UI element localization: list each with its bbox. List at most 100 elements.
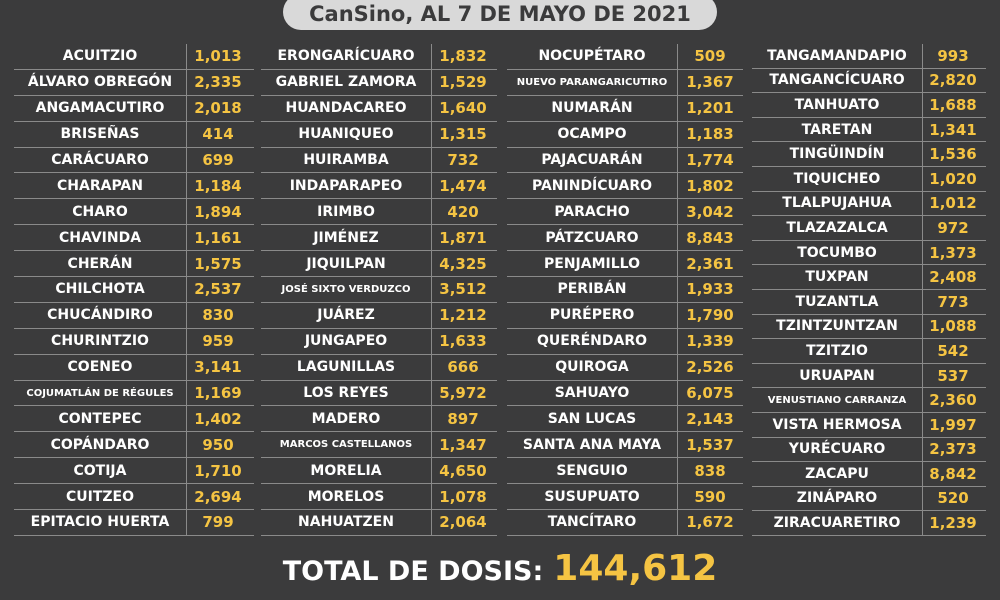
municipality-name: NUMARÁN (507, 95, 678, 121)
municipality-name: NOCUPÉTARO (507, 44, 678, 69)
dose-count: 993 (937, 46, 969, 65)
table-row: ZACAPU 8,842 (752, 462, 986, 487)
table-row: TINGÜINDÍN 1,536 (752, 142, 986, 167)
municipality-name: TOCUMBO (752, 240, 923, 265)
dose-count: 732 (447, 151, 479, 169)
municipality-column-4: TANGAMANDAPIO 993 TANGANCÍCUARO 2,820 TANHUA… (752, 44, 986, 536)
municipality-name: HUANIQUEO (261, 121, 432, 147)
municipality-name: OCAMPO (507, 121, 678, 147)
table-row: CHARAPAN 1,184 (14, 173, 254, 200)
municipality-name: TLAZAZALCA (752, 216, 923, 240)
municipality-name: CHURINTZIO (14, 328, 187, 354)
dose-count: 1,640 (439, 99, 487, 118)
table-row: LAGUNILLAS 666 (261, 354, 497, 381)
dose-count: 3,042 (686, 202, 734, 221)
dose-count: 6,075 (686, 384, 734, 403)
dose-count: 1,012 (929, 194, 977, 213)
total-value: 144,612 (553, 548, 718, 589)
dose-count: 414 (202, 125, 234, 144)
dose-count: 1,183 (686, 125, 734, 144)
municipality-name: VENUSTIANO CARRANZA (752, 388, 923, 412)
dose-count: 1,201 (686, 99, 734, 118)
table-row: CHURINTZIO 959 (14, 328, 254, 355)
table-row: SENGUIO 838 (507, 458, 743, 485)
municipality-name: VISTA HERMOSA (752, 412, 923, 437)
municipality-name: ZIRACUARETIRO (752, 511, 923, 535)
dose-count: 2,408 (929, 268, 977, 287)
table-row: PARACHO 3,042 (507, 199, 743, 226)
dose-count: 1,161 (194, 228, 242, 247)
dose-count: 520 (937, 489, 969, 508)
table-row: MARCOS CASTELLANOS 1,347 (261, 432, 497, 459)
municipality-column-2: ERONGARÍCUARO 1,832 GABRIEL ZAMORA 1,529 HUA… (261, 44, 497, 536)
municipality-name: COENEO (14, 354, 187, 380)
page-title: CanSino, AL 7 DE MAYO DE 2021 (283, 0, 717, 30)
table-row: VENUSTIANO CARRANZA 2,360 (752, 388, 986, 413)
municipality-name: NAHUATZEN (261, 510, 432, 535)
table-row: NUEVO PARANGARICUTIRO 1,367 (507, 69, 743, 96)
dose-count: 799 (202, 513, 234, 532)
dose-count: 3,141 (194, 358, 242, 377)
table-row: OCAMPO 1,183 (507, 121, 743, 148)
table-row: YURÉCUARO 2,373 (752, 437, 986, 463)
dose-count: 1,537 (686, 435, 734, 454)
table-row: PAJACUARÁN 1,774 (507, 147, 743, 174)
dose-count: 1,347 (439, 435, 487, 454)
dose-count: 1,933 (686, 280, 734, 299)
dose-count: 1,894 (194, 202, 242, 221)
dose-count: 2,694 (194, 487, 242, 506)
table-row: TARETAN 1,341 (752, 117, 986, 143)
municipality-name: ZINÁPARO (752, 486, 923, 511)
dose-count: 1,802 (686, 176, 734, 195)
table-row: NUMARÁN 1,201 (507, 95, 743, 122)
municipality-name: QUERÉNDARO (507, 328, 678, 354)
municipality-name: NUEVO PARANGARICUTIRO (507, 69, 678, 95)
table-row: BRISEÑAS 414 (14, 121, 254, 148)
table-row: MORELOS 1,078 (261, 484, 497, 511)
table-row: TUZANTLA 773 (752, 289, 986, 315)
table-row: TLAZAZALCA 972 (752, 216, 986, 241)
municipality-name: TZINTZUNTZAN (752, 314, 923, 339)
dose-count: 959 (202, 332, 234, 351)
table-row: CHAVINDA 1,161 (14, 225, 254, 252)
municipality-name: TUXPAN (752, 265, 923, 289)
municipality-name: EPITACIO HUERTA (14, 510, 187, 535)
table-row: CHERÁN 1,575 (14, 251, 254, 278)
dose-count: 1,688 (929, 95, 977, 114)
table-row: TOCUMBO 1,373 (752, 240, 986, 266)
table-row: TZINTZUNTZAN 1,088 (752, 314, 986, 340)
dose-count: 2,537 (194, 280, 242, 299)
table-row: TLALPUJAHUA 1,012 (752, 191, 986, 217)
municipality-name: TZITZIO (752, 339, 923, 363)
municipality-name: ERONGARÍCUARO (261, 44, 432, 69)
table-row: ERONGARÍCUARO 1,832 (261, 44, 497, 70)
dose-count: 1,997 (929, 415, 977, 434)
municipality-name: TUZANTLA (752, 289, 923, 314)
municipality-name: ANGAMACUTIRO (14, 95, 187, 121)
municipality-name: SUSUPUATO (507, 484, 678, 510)
table-row: URUAPAN 537 (752, 363, 986, 389)
dose-count: 5,972 (439, 384, 487, 403)
dose-count: 2,335 (194, 73, 242, 92)
dose-count: 1,013 (194, 47, 242, 66)
table-row: TUXPAN 2,408 (752, 265, 986, 290)
dose-count: 2,373 (929, 440, 977, 459)
table-row: QUIROGA 2,526 (507, 354, 743, 381)
municipality-name: CHAVINDA (14, 225, 187, 251)
dose-count: 590 (694, 487, 726, 506)
dose-count: 1,633 (439, 332, 487, 351)
table-row: SANTA ANA MAYA 1,537 (507, 432, 743, 459)
table-row: CARÁCUARO 699 (14, 147, 254, 174)
municipality-name: CHARAPAN (14, 173, 187, 199)
dose-count: 8,843 (686, 228, 734, 247)
dose-count: 1,672 (686, 513, 734, 532)
municipality-name: PURÉPERO (507, 302, 678, 328)
dose-count: 8,842 (929, 464, 977, 483)
table-row: JUNGAPEO 1,633 (261, 328, 497, 355)
table-row: PENJAMILLO 2,361 (507, 251, 743, 278)
municipality-name: LAGUNILLAS (261, 354, 432, 380)
dose-count: 3,512 (439, 280, 487, 299)
table-row: TANGAMANDAPIO 993 (752, 44, 986, 69)
table-row: PANINDÍCUARO 1,802 (507, 173, 743, 200)
dose-count: 1,367 (686, 73, 734, 92)
